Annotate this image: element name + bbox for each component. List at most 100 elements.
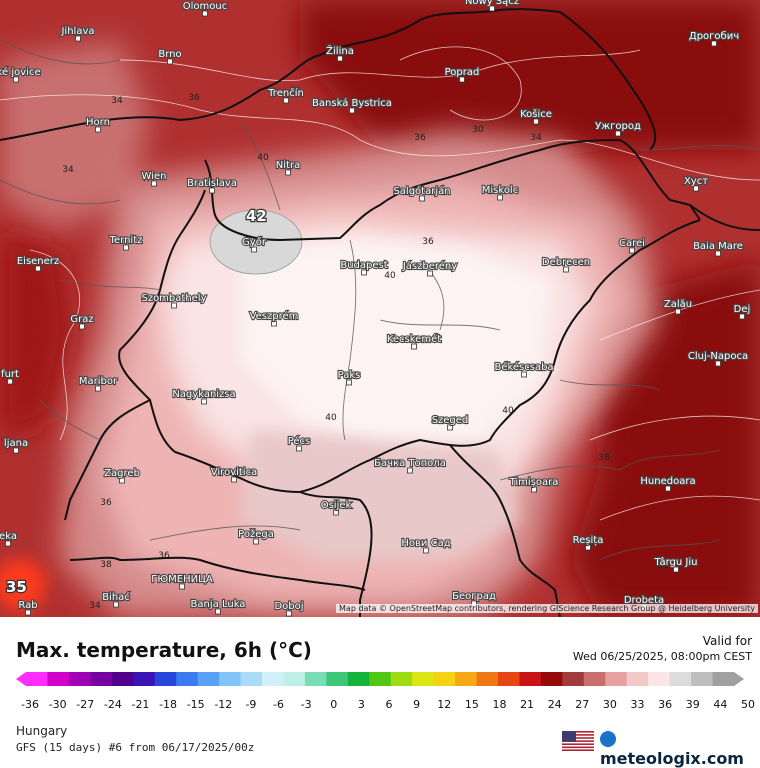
city-marker [202,10,208,17]
isotherm-label: 38 [100,560,112,570]
legend-swatch [90,672,113,686]
city-49: Târgu Jiu [652,555,699,573]
city-marker [209,187,215,194]
isotherm-label: 34 [89,601,101,611]
city-label: Veszprém [250,310,299,322]
city-marker [615,130,621,137]
city-marker [123,244,129,251]
city-label: Debrecen [542,257,590,268]
legend-swatch [240,672,263,686]
city-marker [231,476,237,483]
legend-tick: 9 [413,698,420,710]
city-marker [95,126,101,133]
city-label: furt [1,369,19,380]
city-markers: Olomouc Nowy Sącz Jihlava Brno Žilina Poprad Д… [0,0,751,617]
city-label: Kecskemét [387,333,441,345]
isotherm-label: 30 [472,125,484,135]
legend-tick: 44 [713,698,727,710]
city-25: Debrecen [541,256,591,273]
legend-swatch [583,672,606,686]
city-marker [459,76,465,83]
city-label: Zagreb [104,468,140,479]
legend-swatch [648,672,671,686]
legend-swatch [519,672,542,686]
legend-swatch [433,672,456,686]
city-marker [423,547,429,554]
city-label: Bihać [102,591,130,603]
city-marker [711,40,717,47]
city-48: ГЮМЕНИЦА [150,573,214,590]
city-label: Reșița [573,535,604,546]
city-18: Győr [241,235,268,253]
city-marker [489,5,495,12]
city-label: Târgu Jiu [654,556,698,568]
city-marker [333,509,339,516]
city-marker [533,118,539,125]
city-marker [113,601,119,608]
brand-logo[interactable]: meteologix.com [600,730,760,768]
legend-swatch [605,672,628,686]
city-marker [585,544,591,551]
legend-tick: -12 [214,698,232,710]
city-45: Požega [237,527,275,545]
city-label: Olomouc [183,1,227,12]
city-59: Rab [17,599,39,616]
city-22: Eisenerz [16,255,60,272]
legend-swatch [176,672,199,686]
city-16: Miskolc [481,184,519,201]
isotherm-label: 40 [325,413,337,423]
city-14: Bratislava [186,177,238,194]
city-label: Дрогобич [689,31,739,42]
city-label: Nagykanizsa [172,389,235,400]
city-24: Jászberény [401,259,458,277]
isotherm-label: 40 [257,153,269,163]
city-marker [7,378,13,385]
isotherm-label: 30 [657,561,669,571]
city-4: Žilina [325,43,355,62]
legend-swatch [498,672,521,686]
temperature-map[interactable]: 34 36 34 40 36 40 40 40 38 36 38 30 34 34 36 30 36 Olomo… [0,0,760,617]
city-label: Košice [520,108,552,120]
city-label: Banská Bystrica [312,97,392,109]
legend-swatch [390,672,413,686]
city-36: Nagykanizsa [171,388,237,405]
legend-tick: 18 [492,698,506,710]
legend-tick: 27 [575,698,589,710]
city-marker [629,247,635,254]
city-label: Budapest [340,260,387,271]
city-9: Košice [519,107,553,125]
legend-tick: 36 [658,698,672,710]
city-marker [271,320,277,327]
city-marker [419,195,425,202]
city-marker [673,566,679,573]
city-label: Poprad [445,67,480,78]
legend-tick: 33 [631,698,645,710]
legend-swatch [47,672,70,686]
city-marker [35,265,41,272]
city-20: Carei [618,237,646,254]
city-marker [715,360,721,367]
city-46: Нови Сад [400,537,452,554]
city-marker [346,379,352,386]
city-58: eka [0,530,18,547]
city-label: Maribor [79,376,118,387]
city-label: Banja Luka [191,599,246,610]
city-label: Drobeta [624,595,664,606]
city-marker [179,583,185,590]
city-marker [715,250,721,257]
city-37: Szeged [431,414,469,431]
city-label: Nitra [276,160,300,171]
us-flag-icon[interactable] [562,731,594,751]
isotherm-label: 38 [598,453,610,463]
city-1: Nowy Sącz [464,0,520,12]
city-label: Trenčín [267,87,304,99]
city-marker [13,447,19,454]
legend-swatch [154,672,177,686]
city-10: Ужгород [594,120,642,137]
city-marker [521,371,527,378]
legend-arrow-right [734,672,744,686]
city-label: Cluj-Napoca [688,351,748,362]
city-marker [283,97,289,104]
city-29: Graz [69,313,95,330]
city-marker [251,246,257,253]
